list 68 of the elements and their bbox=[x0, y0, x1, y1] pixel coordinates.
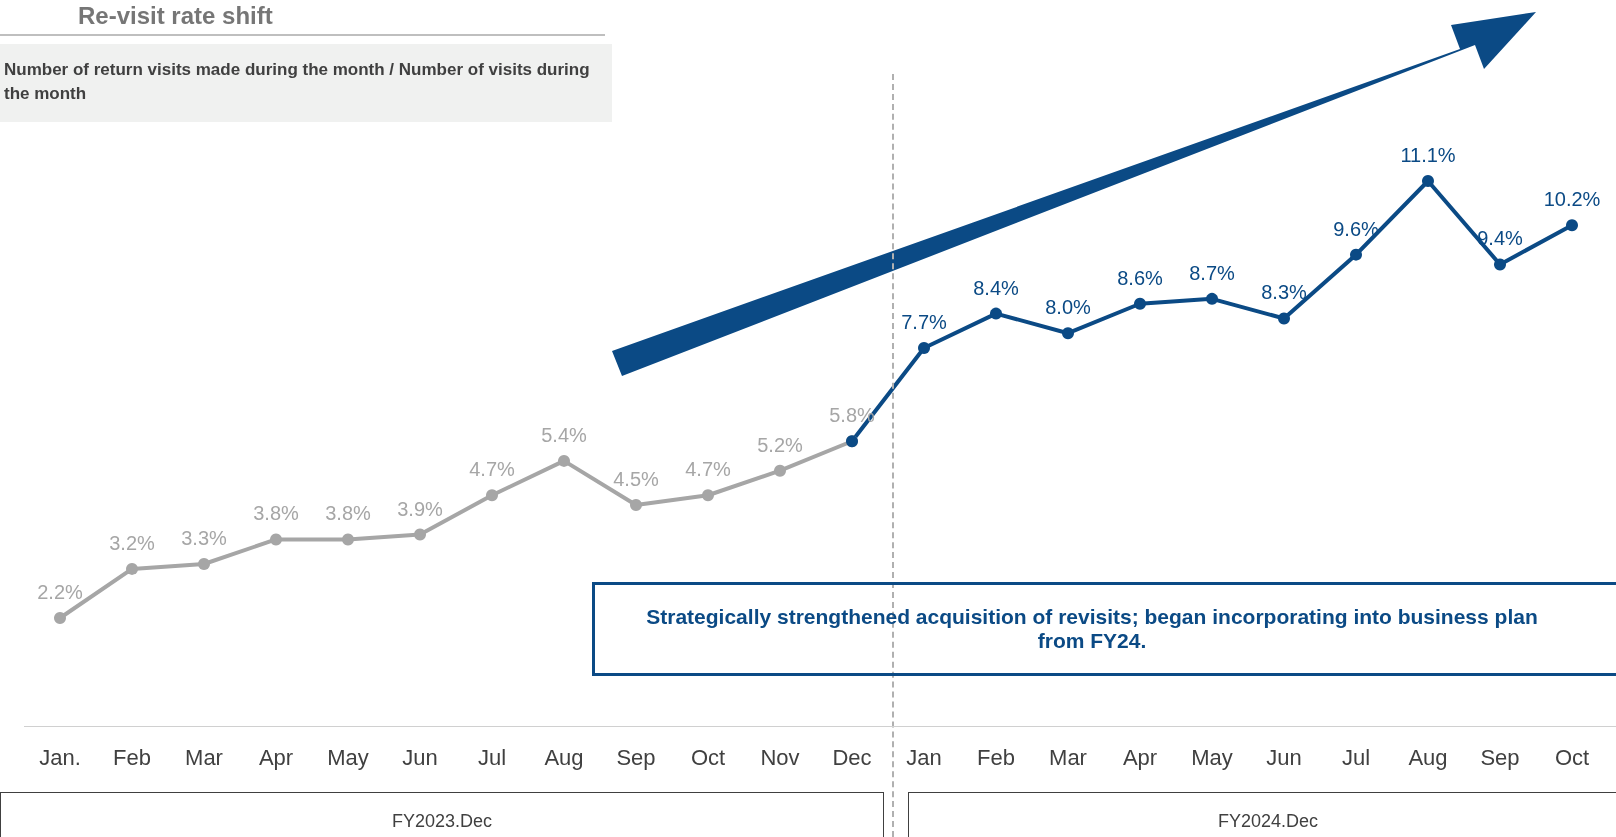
point bbox=[126, 562, 138, 575]
chart-title: Re-visit rate shift bbox=[0, 2, 605, 36]
point bbox=[1062, 327, 1074, 340]
x-tick-label: Jan bbox=[906, 744, 942, 770]
data-label: 10.2% bbox=[1543, 188, 1601, 211]
data-label: 3.8% bbox=[325, 502, 372, 525]
data-label: 3.9% bbox=[397, 497, 444, 520]
data-label: 4.7% bbox=[685, 458, 732, 481]
data-label: 3.8% bbox=[253, 502, 300, 525]
data-label: 8.0% bbox=[1045, 296, 1092, 319]
data-label: 9.6% bbox=[1333, 217, 1380, 240]
x-tick-label: Mar bbox=[1049, 744, 1087, 770]
data-label: 7.7% bbox=[901, 310, 948, 333]
x-tick-label: Aug bbox=[544, 744, 584, 770]
data-label: 11.1% bbox=[1400, 144, 1456, 166]
data-label: 2.2% bbox=[37, 581, 84, 603]
point bbox=[270, 533, 282, 546]
point bbox=[1134, 297, 1146, 310]
x-tick-label: Jan. bbox=[39, 744, 81, 770]
data-label: 4.7% bbox=[469, 458, 516, 481]
data-label: 8.3% bbox=[1261, 281, 1308, 304]
x-tick-label: Feb bbox=[977, 744, 1015, 770]
text: FY2023.Dec bbox=[0, 792, 884, 837]
point bbox=[1494, 258, 1506, 271]
x-tick-label: May bbox=[327, 744, 369, 770]
x-tick-label: Feb bbox=[113, 744, 151, 770]
text: FY2024.Dec bbox=[908, 792, 1616, 837]
x-tick-label: Sep bbox=[1480, 744, 1520, 770]
data-label: 5.2% bbox=[757, 433, 804, 456]
x-tick-label: Apr bbox=[1122, 744, 1158, 770]
point bbox=[774, 464, 786, 477]
point bbox=[198, 557, 210, 570]
point bbox=[630, 499, 642, 512]
x-tick-label: Jul bbox=[1341, 744, 1371, 770]
point bbox=[1350, 248, 1362, 261]
data-label: 4.5% bbox=[613, 468, 660, 491]
point bbox=[702, 489, 714, 502]
x-tick-label: Jun bbox=[402, 744, 438, 770]
x-tick-label: May bbox=[1191, 744, 1233, 770]
x-tick-label: Jun bbox=[1266, 744, 1302, 770]
data-label: 8.7% bbox=[1189, 261, 1236, 284]
data-label: 3.2% bbox=[109, 531, 156, 554]
point bbox=[1422, 175, 1434, 187]
chart-subtitle: Number of return visits made during the month / Number of visits during the month bbox=[0, 44, 612, 122]
data-label: 8.4% bbox=[973, 276, 1020, 299]
annotation: Strategically strengthened acquisition of revisits; began incorporating into business plan from FY24. bbox=[592, 582, 1616, 676]
data-label: 8.6% bbox=[1117, 266, 1164, 289]
x-tick-label: Oct bbox=[690, 744, 726, 770]
point bbox=[486, 489, 498, 502]
x-tick-label: Dec bbox=[832, 744, 872, 770]
x-tick-label: Jul bbox=[477, 744, 507, 770]
x-tick-label: Sep bbox=[616, 744, 656, 770]
x-tick-label: Apr bbox=[258, 744, 294, 770]
x-tick-label: Oct bbox=[1554, 744, 1590, 770]
point bbox=[414, 528, 426, 541]
point bbox=[342, 533, 354, 546]
x-tick-label: Mar bbox=[185, 744, 223, 770]
x-tick-label: Nov bbox=[760, 744, 800, 770]
point bbox=[54, 612, 66, 624]
data-label: 5.4% bbox=[541, 423, 588, 446]
point bbox=[918, 341, 930, 354]
point bbox=[558, 454, 570, 467]
point bbox=[990, 307, 1002, 320]
point bbox=[1278, 312, 1290, 325]
x-tick-label: Aug bbox=[1408, 744, 1448, 770]
data-label: 3.3% bbox=[181, 526, 228, 549]
point bbox=[1566, 219, 1578, 232]
point bbox=[1206, 292, 1218, 305]
